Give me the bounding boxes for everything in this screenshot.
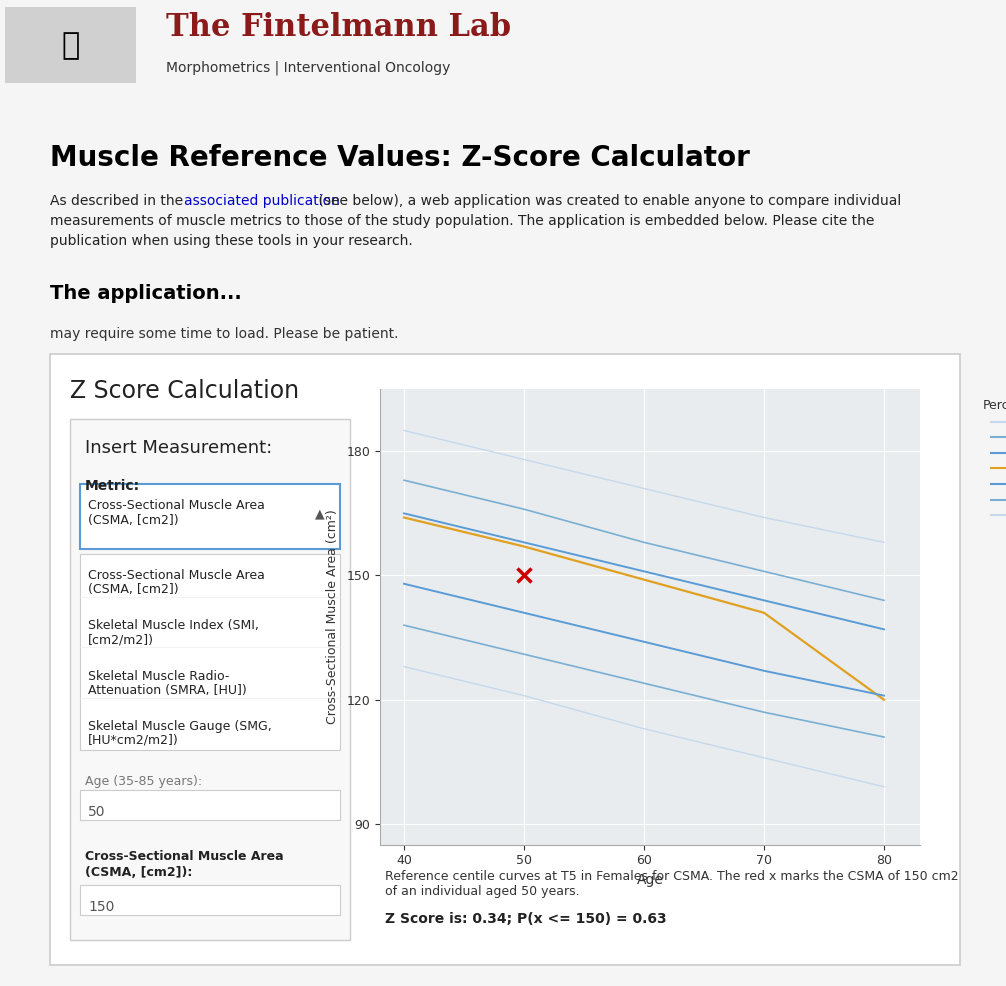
Bar (80, 790, 340, 819)
Text: Reference centile curves at T5 in Females for CSMA. The red x marks the CSMA of : Reference centile curves at T5 in Female… (385, 870, 959, 898)
Bar (80, 884, 340, 915)
Text: The application...: The application... (50, 284, 241, 303)
Bar (50, 354, 960, 965)
Line: 50: 50 (404, 518, 884, 700)
Text: Insert Measurement:: Insert Measurement: (85, 439, 273, 458)
3 (878, 781, 890, 793)
97 (398, 425, 410, 437)
Text: 🫁: 🫁 (61, 31, 79, 60)
75 (878, 623, 890, 635)
Text: Cross-Sectional Muscle Area: Cross-Sectional Muscle Area (88, 499, 265, 513)
50 (518, 540, 530, 552)
Y-axis label: Cross-Sectional Muscle Area (cm²): Cross-Sectional Muscle Area (cm²) (327, 510, 339, 725)
X-axis label: Age: Age (637, 873, 663, 887)
97 (638, 482, 650, 494)
Text: [HU*cm2/m2]): [HU*cm2/m2]) (88, 734, 179, 746)
Text: Cross-Sectional Muscle Area: Cross-Sectional Muscle Area (88, 569, 265, 583)
50 (638, 574, 650, 586)
25 (398, 578, 410, 590)
Bar (80, 484, 340, 549)
15 (518, 648, 530, 660)
3 (398, 661, 410, 672)
Bar (70, 419, 350, 940)
Text: Z Score Calculation: Z Score Calculation (70, 379, 299, 403)
50 (758, 606, 770, 618)
Text: Z Score is: 0.34; P(x <= 150) = 0.63: Z Score is: 0.34; P(x <= 150) = 0.63 (385, 912, 667, 926)
Text: (CSMA, [cm2]): (CSMA, [cm2]) (88, 584, 179, 597)
Text: measurements of muscle metrics to those of the study population. The application: measurements of muscle metrics to those … (50, 214, 874, 228)
Text: associated publication: associated publication (184, 194, 340, 208)
Text: Age (35-85 years):: Age (35-85 years): (85, 775, 202, 788)
85 (638, 536, 650, 548)
25 (638, 636, 650, 648)
15 (398, 619, 410, 631)
25 (518, 606, 530, 618)
Bar (80, 554, 340, 749)
50 (878, 694, 890, 706)
Text: Metric:: Metric: (85, 479, 140, 493)
Bar (5, 7, 136, 84)
Text: 50: 50 (88, 805, 106, 818)
Text: Skeletal Muscle Index (SMI,: Skeletal Muscle Index (SMI, (88, 619, 259, 632)
15 (878, 732, 890, 743)
Text: Skeletal Muscle Radio-: Skeletal Muscle Radio- (88, 669, 229, 682)
75 (518, 536, 530, 548)
Text: The Fintelmann Lab: The Fintelmann Lab (166, 12, 511, 42)
25 (758, 665, 770, 676)
Text: (see below), a web application was created to enable anyone to compare individua: (see below), a web application was creat… (314, 194, 901, 208)
Text: (CSMA, [cm2]): (CSMA, [cm2]) (88, 515, 179, 528)
97 (878, 536, 890, 548)
Text: As described in the: As described in the (50, 194, 187, 208)
15 (758, 706, 770, 718)
3 (638, 723, 650, 735)
25 (878, 690, 890, 702)
Line: 85: 85 (404, 480, 884, 600)
75 (398, 508, 410, 520)
50 (398, 512, 410, 524)
85 (758, 565, 770, 577)
Line: 97: 97 (404, 431, 884, 542)
Text: Morphometrics | Interventional Oncology: Morphometrics | Interventional Oncology (166, 61, 451, 75)
Line: 75: 75 (404, 514, 884, 629)
Text: 150: 150 (88, 900, 115, 914)
3 (518, 690, 530, 702)
85 (518, 503, 530, 515)
Line: 3: 3 (404, 667, 884, 787)
Text: [cm2/m2]): [cm2/m2]) (88, 633, 154, 647)
Text: may require some time to load. Please be patient.: may require some time to load. Please be… (50, 327, 398, 341)
85 (398, 474, 410, 486)
3 (758, 752, 770, 764)
15 (638, 677, 650, 689)
75 (758, 595, 770, 606)
Text: Attenuation (SMRA, [HU]): Attenuation (SMRA, [HU]) (88, 683, 246, 696)
97 (518, 454, 530, 465)
Text: publication when using these tools in your research.: publication when using these tools in yo… (50, 234, 412, 247)
Legend: 97, 85, 75, 50, 25, 15, 3: 97, 85, 75, 50, 25, 15, 3 (979, 394, 1006, 526)
Line: 15: 15 (404, 625, 884, 738)
Text: (CSMA, [cm2]):: (CSMA, [cm2]): (85, 866, 192, 879)
Line: 25: 25 (404, 584, 884, 696)
97 (758, 512, 770, 524)
Text: Cross-Sectional Muscle Area: Cross-Sectional Muscle Area (85, 850, 284, 863)
85 (878, 595, 890, 606)
Text: Muscle Reference Values: Z-Score Calculator: Muscle Reference Values: Z-Score Calcula… (50, 144, 749, 172)
75 (638, 565, 650, 577)
Text: ▲: ▲ (315, 507, 325, 521)
Text: Skeletal Muscle Gauge (SMG,: Skeletal Muscle Gauge (SMG, (88, 720, 272, 733)
